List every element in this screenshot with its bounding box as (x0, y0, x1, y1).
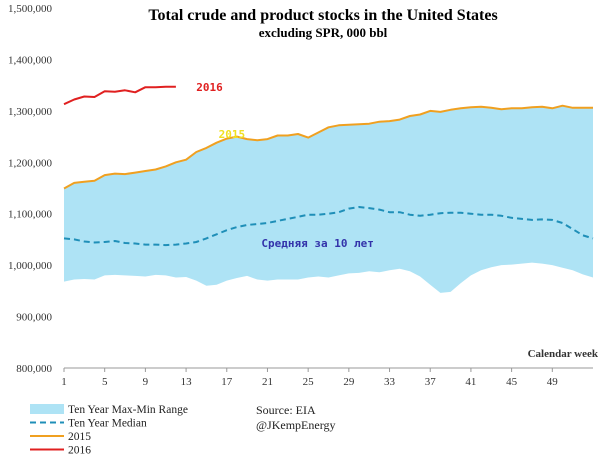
x-tick-label: 5 (102, 376, 108, 388)
legend-label: 2015 (68, 431, 91, 443)
x-axis: 1 5 9 13 17 21 25 29 33 37 41 45 49 (61, 367, 593, 388)
x-axis-label: Calendar week (528, 348, 599, 360)
source-line-2: @JKempEnergy (256, 418, 335, 432)
legend-swatch (30, 404, 64, 414)
source-line-1: Source: EIA (256, 403, 316, 417)
y-tick-label: 1,200,000 (8, 157, 53, 169)
x-tick-label: 1 (61, 376, 67, 388)
x-tick-label: 9 (143, 376, 149, 388)
x-tick-label: 29 (343, 376, 355, 388)
y-tick-label: 1,500,000 (8, 3, 53, 15)
x-tick-label: 21 (262, 376, 273, 388)
x-tick-label: 17 (221, 376, 233, 388)
y-tick-label: 1,100,000 (8, 209, 53, 221)
annotations: 2016 2015 Средняя за 10 лет (196, 81, 374, 250)
series-line-2016 (63, 85, 176, 106)
y-axis: 800,000 900,000 1,000,000 1,100,000 1,200,00… (8, 3, 53, 375)
annotation-label: Средняя за 10 лет (261, 237, 374, 250)
annotation-label: 2016 (196, 81, 223, 94)
y-tick-label: 800,000 (16, 363, 52, 375)
legend-label: Ten Year Median (68, 418, 147, 430)
y-tick-label: 1,400,000 (8, 54, 53, 66)
x-tick-label: 41 (465, 376, 476, 388)
chart-title: Total crude and product stocks in the Un… (148, 7, 497, 24)
legend-label: 2016 (68, 445, 91, 457)
x-tick-label: 33 (384, 376, 396, 388)
range-band (64, 105, 593, 293)
y-tick-label: 1,300,000 (8, 106, 53, 118)
x-tick-label: 25 (303, 376, 315, 388)
series-line-2015 (63, 104, 593, 190)
y-tick-label: 1,000,000 (8, 260, 53, 272)
annotation-label: 2015 (219, 128, 246, 141)
x-tick-label: 45 (506, 376, 518, 388)
chart-subtitle: excluding SPR, 000 bbl (259, 25, 388, 40)
plot-area (63, 85, 594, 293)
y-tick-label: 900,000 (16, 312, 52, 324)
x-tick-label: 13 (181, 376, 193, 388)
x-tick-label: 37 (425, 376, 437, 388)
x-tick-label: 49 (547, 376, 559, 388)
legend-label: Ten Year Max-Min Range (68, 404, 188, 416)
